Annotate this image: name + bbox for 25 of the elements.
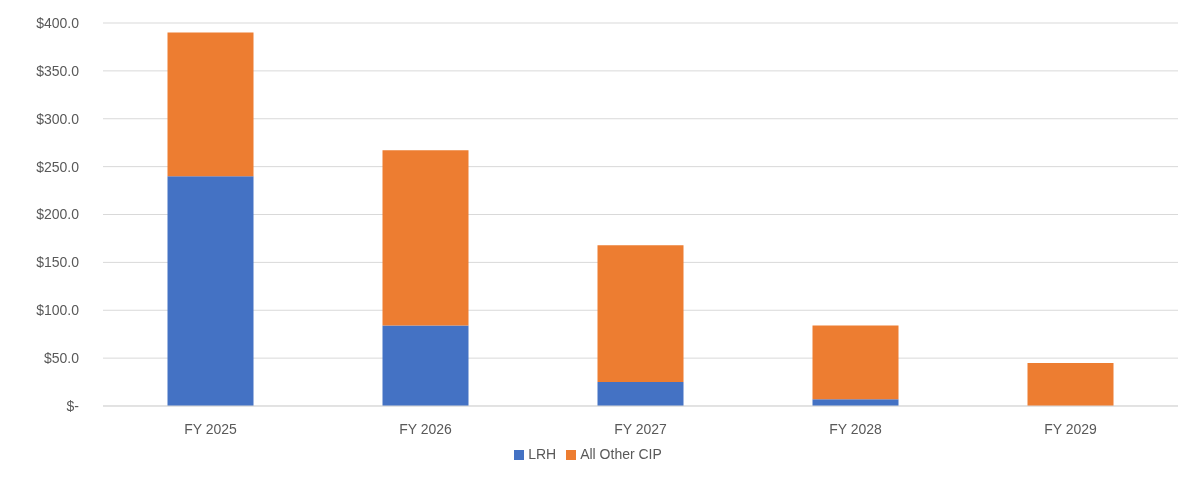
y-tick-label: $300.0 [36,110,80,127]
y-tick-label: $50.0 [43,350,80,367]
x-tick-label: FY 2028 [829,420,883,437]
bar [382,325,469,406]
y-tick-label: $250.0 [36,158,80,175]
y-tick-label: $200.0 [36,206,80,223]
legend-label: LRH [528,446,557,462]
bar [812,325,899,400]
bar [812,399,899,406]
x-tick-label: FY 2029 [1044,420,1098,437]
y-tick-label: $- [66,397,80,414]
x-tick-label: FY 2026 [399,420,453,437]
bar [597,382,684,406]
y-tick-label: $150.0 [36,254,80,271]
bar [167,32,254,177]
bar [1027,362,1114,406]
legend-label: All Other CIP [580,446,662,462]
y-tick-label: $100.0 [36,302,80,319]
y-tick-label: $400.0 [36,14,80,31]
y-tick-label: $350.0 [36,62,80,79]
bar [167,176,254,406]
bar [597,245,684,383]
x-tick-label: FY 2025 [184,420,238,437]
bar [382,150,469,326]
x-tick-label: FY 2027 [614,420,668,437]
